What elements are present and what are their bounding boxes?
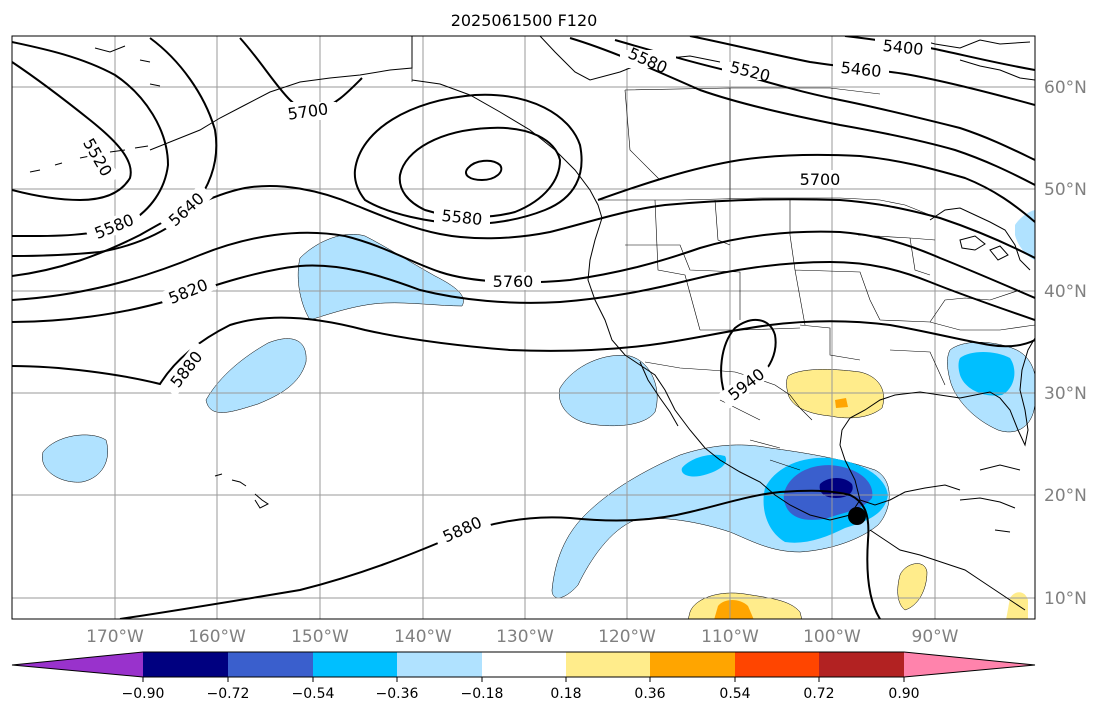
contour-5520-east (614, 39, 1035, 161)
shade-light-blue-central-pacific (205, 338, 307, 413)
colorbar-tick-label: 0.90 (888, 686, 919, 702)
map-area: 5400 5460 5520 5580 5700 5520 5580 5640 … (12, 36, 1035, 619)
colorbar-segment (819, 652, 904, 677)
coast-caribbean (959, 464, 1021, 533)
colorbar-tick-label: −0.36 (376, 686, 419, 702)
contour-label: 5400 (882, 36, 924, 59)
contour-label: 5580 (441, 206, 483, 229)
lon-label: 130°W (496, 627, 554, 647)
colorbar-tick-label: 0.54 (719, 686, 750, 702)
coast-northeast (929, 207, 1031, 271)
lon-label: 170°W (86, 627, 144, 647)
colorbar-segment (482, 652, 566, 677)
border-canada-provinces (624, 87, 881, 200)
lon-label: 160°W (188, 627, 246, 647)
colorbar-tick-label: −0.18 (461, 686, 504, 702)
contour-5580-low-inner (464, 159, 503, 182)
colorbar-ticks (142, 677, 905, 682)
colorbar-segment (650, 652, 735, 677)
contour-5880-south (119, 489, 881, 619)
colorbar-tick-label: 0.72 (803, 686, 834, 702)
contour-label: 5760 (493, 272, 534, 291)
coast-great-lakes (959, 235, 1009, 261)
colorbar-tick-labels: −0.90 −0.72 −0.54 −0.36 −0.18 0.18 0.36 … (122, 686, 920, 702)
colorbar-tick-label: 0.36 (634, 686, 665, 702)
border-states-east (879, 289, 1035, 386)
longitude-labels: 170°W 160°W 150°W 140°W 130°W 120°W 110°… (86, 627, 959, 647)
lon-label: 120°W (598, 627, 656, 647)
contour-label: 5460 (840, 58, 882, 81)
lat-label: 20°N (1044, 486, 1087, 506)
colorbar: −0.90 −0.72 −0.54 −0.36 −0.18 0.18 0.36 … (11, 651, 1036, 702)
contour-5700-east (597, 153, 1035, 223)
lat-label: 10°N (1044, 589, 1087, 609)
map-frame (11, 35, 1036, 620)
lon-label: 140°W (394, 627, 452, 647)
contour-5880-north (12, 316, 1035, 386)
border-us-canada (598, 197, 931, 216)
colorbar-segment (735, 652, 819, 677)
contour-5520-west (12, 61, 132, 202)
coast-baja (639, 361, 679, 427)
coast-florida (959, 337, 1035, 447)
shade-light-blue-west (42, 434, 108, 483)
figure-title: 2025061500 F120 (451, 11, 598, 30)
colorbar-tick-label: −0.90 (122, 686, 165, 702)
shade-light-blue-baja-offshore (558, 355, 658, 427)
lat-label: 50°N (1044, 180, 1087, 200)
coast-gulf (829, 391, 961, 521)
shade-blue-southeast-us (958, 352, 1015, 396)
colorbar-segment (228, 652, 313, 677)
coastlines (29, 36, 1035, 611)
colorbar-tick-label: 0.18 (550, 686, 581, 702)
colorbar-segment (566, 652, 650, 677)
lon-label: 90°W (912, 627, 959, 647)
shade-light-blue-northeast (1015, 209, 1035, 261)
coast-west-us (587, 217, 831, 521)
storm-center-marker (848, 507, 866, 525)
contour-5580-east (569, 37, 1035, 186)
lon-label: 100°W (803, 627, 861, 647)
colorbar-high-extend (904, 652, 1035, 677)
contour-5760 (12, 230, 1035, 301)
colorbar-tick-label: −0.72 (207, 686, 250, 702)
lat-label: 60°N (1044, 78, 1087, 98)
colorbar-segment (313, 652, 397, 677)
contour-label: 5700 (800, 170, 841, 189)
shade-yellow-east-edge (1006, 592, 1028, 619)
lat-label: 40°N (1044, 282, 1087, 302)
colorbar-low-extend (12, 652, 143, 677)
colorbar-segment (397, 652, 482, 677)
shade-blue-small-offshore (681, 454, 727, 477)
colorbar-segment (143, 652, 228, 677)
shade-orange-texas (835, 398, 848, 408)
contour-5640-low (353, 93, 583, 226)
lon-label: 150°W (291, 627, 349, 647)
contour-5580-low (398, 126, 562, 219)
lon-label: 110°W (701, 627, 759, 647)
coast-hawaii (214, 473, 269, 509)
coast-central-america (859, 484, 1026, 611)
coast-arctic (94, 36, 1035, 87)
coast-alaska (149, 36, 603, 219)
latitude-labels: 60°N 50°N 40°N 30°N 20°N 10°N (1044, 78, 1087, 609)
lat-label: 30°N (1044, 384, 1087, 404)
shaded-anomaly-fields (42, 209, 1035, 619)
colorbar-tick-label: −0.54 (292, 686, 335, 702)
shade-orange-south (714, 600, 754, 619)
